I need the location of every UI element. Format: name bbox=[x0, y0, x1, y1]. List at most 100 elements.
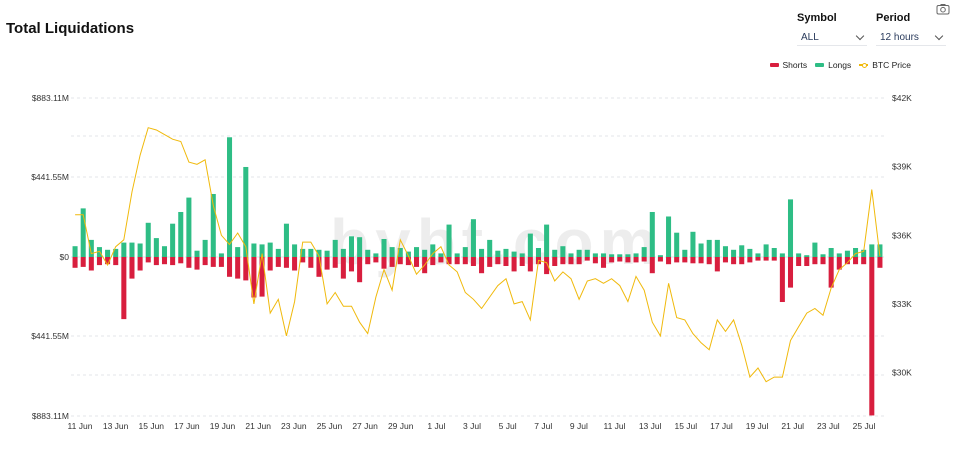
period-control: Period 12 hours bbox=[876, 12, 946, 46]
shorts-bar bbox=[105, 257, 111, 265]
shorts-bar bbox=[682, 257, 688, 263]
longs-bar bbox=[592, 253, 598, 257]
longs-bar bbox=[235, 247, 241, 257]
shorts-bar bbox=[153, 257, 159, 266]
longs-bar bbox=[731, 249, 737, 257]
shorts-bar bbox=[405, 257, 411, 266]
shorts-bar bbox=[96, 257, 102, 266]
legend-longs[interactable]: Longs bbox=[815, 60, 851, 70]
longs-bar bbox=[227, 137, 233, 257]
shorts-bar bbox=[828, 257, 834, 288]
longs-bar bbox=[316, 249, 322, 257]
x-tick-label: 19 Jul bbox=[746, 421, 769, 431]
shorts-bar bbox=[844, 257, 850, 265]
x-tick-label: 5 Jul bbox=[499, 421, 517, 431]
shorts-bar bbox=[121, 257, 127, 320]
longs-bar bbox=[300, 248, 306, 257]
shorts-bar bbox=[414, 257, 420, 267]
x-tick-label: 15 Jun bbox=[139, 421, 165, 431]
longs-bar bbox=[722, 246, 728, 257]
longs-bar bbox=[275, 248, 281, 257]
longs-bar bbox=[470, 219, 476, 257]
longs-bar bbox=[641, 247, 647, 257]
shorts-bar bbox=[771, 257, 777, 261]
shorts-bar bbox=[243, 257, 249, 281]
longs-bar bbox=[308, 248, 314, 257]
y-left-tick-label: $883.11M bbox=[32, 411, 69, 421]
legend-longs-label: Longs bbox=[828, 60, 852, 70]
longs-bar bbox=[446, 224, 452, 257]
camera-icon[interactable] bbox=[936, 3, 950, 15]
longs-bar bbox=[251, 243, 257, 257]
shorts-bar bbox=[365, 257, 371, 265]
shorts-bar bbox=[259, 257, 265, 297]
longs-bar bbox=[747, 248, 753, 257]
shorts-bar bbox=[674, 257, 680, 263]
shorts-bar bbox=[324, 257, 330, 270]
period-select[interactable]: 12 hours bbox=[876, 30, 946, 46]
shorts-bar bbox=[641, 257, 647, 262]
longs-bar bbox=[194, 250, 200, 257]
longs-bar bbox=[609, 254, 615, 257]
shorts-bar bbox=[787, 257, 794, 288]
longs-bar bbox=[324, 250, 330, 257]
shorts-bar bbox=[747, 257, 753, 263]
shorts-bar bbox=[470, 257, 476, 267]
shorts-bar bbox=[479, 257, 485, 274]
x-tick-label: 17 Jun bbox=[174, 421, 200, 431]
longs-bar bbox=[796, 253, 802, 257]
longs-bar bbox=[430, 244, 436, 257]
longs-bar bbox=[438, 253, 444, 257]
shorts-bar bbox=[332, 257, 338, 268]
shorts-bar bbox=[340, 257, 346, 279]
shorts-bar bbox=[853, 257, 859, 265]
longs-bar bbox=[584, 249, 590, 257]
symbol-control: Symbol ALL bbox=[797, 12, 867, 46]
longs-bar bbox=[340, 248, 346, 257]
shorts-bar bbox=[72, 257, 78, 268]
shorts-bar bbox=[617, 257, 623, 262]
shorts-bar bbox=[755, 257, 761, 261]
shorts-bar bbox=[430, 257, 436, 266]
y-right-tick-label: $33K bbox=[892, 299, 912, 309]
shorts-bar bbox=[210, 257, 216, 267]
legend-btc-price[interactable]: BTC Price bbox=[859, 60, 911, 70]
longs-bar bbox=[682, 249, 688, 257]
longs-bar bbox=[771, 247, 777, 257]
longs-bar bbox=[617, 254, 623, 257]
x-tick-label: 1 Jul bbox=[427, 421, 445, 431]
y-right-tick-label: $30K bbox=[892, 368, 912, 378]
longs-bar bbox=[210, 193, 216, 257]
longs-bar bbox=[568, 253, 574, 257]
shorts-bar bbox=[560, 257, 566, 265]
shorts-bar bbox=[170, 257, 176, 266]
longs-bar bbox=[88, 239, 94, 257]
shorts-bar bbox=[836, 257, 842, 270]
shorts-bar bbox=[145, 257, 151, 263]
shorts-bar bbox=[544, 257, 550, 275]
legend-btc-swatch bbox=[859, 62, 869, 68]
longs-bar bbox=[844, 250, 850, 257]
shorts-bar bbox=[657, 257, 663, 262]
longs-bar bbox=[666, 216, 672, 257]
shorts-bar bbox=[227, 257, 233, 277]
symbol-select[interactable]: ALL bbox=[797, 30, 867, 46]
shorts-bar bbox=[113, 257, 119, 266]
shorts-bar bbox=[300, 257, 306, 263]
shorts-bar bbox=[487, 257, 493, 267]
shorts-bar bbox=[609, 257, 615, 263]
longs-bar bbox=[186, 197, 192, 257]
shorts-bar bbox=[495, 257, 501, 265]
shorts-bar bbox=[202, 257, 208, 266]
longs-bar bbox=[877, 244, 883, 257]
x-tick-label: 7 Jul bbox=[534, 421, 552, 431]
shorts-bar bbox=[161, 257, 168, 265]
longs-bar bbox=[170, 223, 176, 257]
longs-bar bbox=[763, 244, 769, 257]
shorts-bar bbox=[446, 257, 452, 265]
longs-bar bbox=[454, 253, 460, 257]
shorts-bar bbox=[869, 257, 875, 416]
x-tick-label: 11 Jul bbox=[604, 421, 626, 431]
legend-shorts[interactable]: Shorts bbox=[769, 60, 807, 70]
longs-bar bbox=[153, 238, 159, 257]
